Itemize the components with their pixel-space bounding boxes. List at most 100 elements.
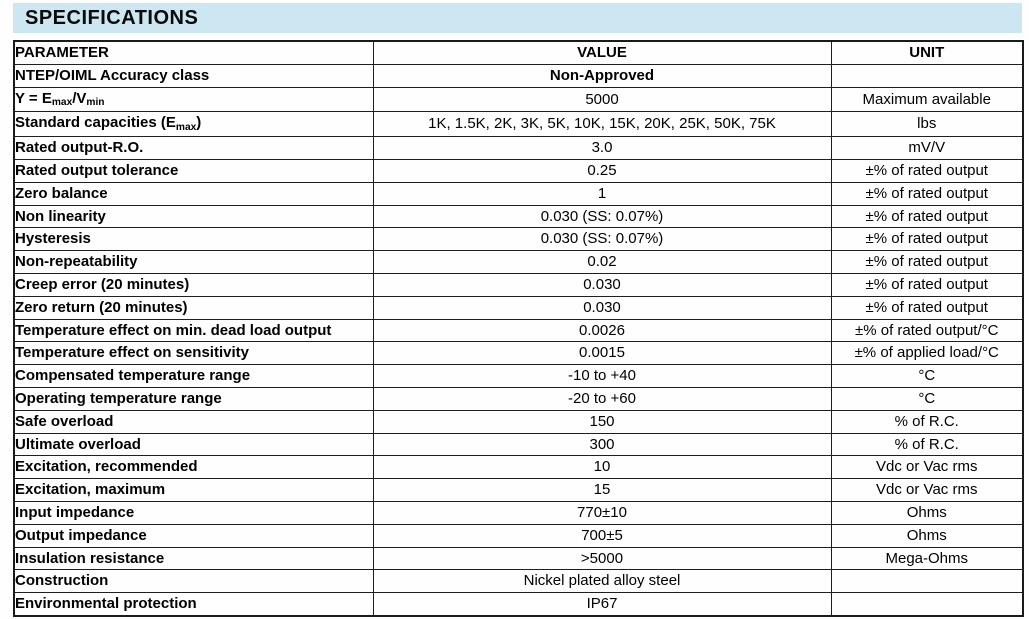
table-row: Safe overload 150% of R.C. <box>13 409 1024 434</box>
parameter-cell: Insulation resistance <box>13 546 374 571</box>
unit-cell: lbs <box>830 111 1024 138</box>
unit-cell: ±% of rated output <box>830 250 1024 274</box>
value-cell: 0.030 <box>372 295 832 320</box>
table-row: Environmental protection IP67 <box>13 592 1024 617</box>
unit-cell: Mega-Ohms <box>830 546 1024 571</box>
parameter-cell: Construction <box>13 569 374 594</box>
unit-cell: Vdc or Vac rms <box>830 455 1024 480</box>
unit-cell <box>830 63 1024 88</box>
parameter-cell: Y = Emax/Vmin <box>13 86 374 113</box>
parameter-cell: Hysteresis <box>13 227 374 252</box>
value-cell: -20 to +60 <box>372 386 832 411</box>
parameter-cell: Output impedance <box>13 523 374 548</box>
table-row: Non linearity 0.030 (SS: 0.07%) ±% of rate… <box>13 204 1024 229</box>
unit-cell: ±% of applied load/°C <box>830 341 1024 366</box>
unit-cell: Ohms <box>830 523 1024 548</box>
table-row: Construction Nickel plated alloy steel <box>13 569 1024 594</box>
table-row: Excitation, recommended 10 Vdc or Vac rms <box>13 455 1024 480</box>
parameter-cell: Excitation, maximum <box>13 478 374 502</box>
unit-cell: ±% of rated output <box>830 158 1024 183</box>
value-cell: 0.25 <box>372 158 832 183</box>
column-header-parameter: PARAMETER <box>13 40 374 65</box>
value-cell: 3.0 <box>372 136 832 160</box>
value-cell: 1K, 1.5K, 2K, 3K, 5K, 10K, 15K, 20K, 25K… <box>372 111 832 138</box>
table-header-row: PARAMETER VALUE UNIT <box>13 40 1024 65</box>
parameter-cell: Temperature effect on sensitivity <box>13 341 374 366</box>
table-row: Insulation resistance >5000 Mega-Ohms <box>13 546 1024 571</box>
unit-cell: ±% of rated output <box>830 204 1024 229</box>
specifications-title-bar: SPECIFICATIONS <box>13 3 1022 33</box>
parameter-cell: Non linearity <box>13 204 374 229</box>
parameter-cell: Safe overload <box>13 409 374 434</box>
table-row: Zero return (20 minutes) 0.030 ±% of rated… <box>13 295 1024 320</box>
value-cell: IP67 <box>372 592 832 617</box>
value-cell: 10 <box>372 455 832 480</box>
parameter-cell: Non-repeatability <box>13 250 374 274</box>
parameter-cell: NTEP/OIML Accuracy class <box>13 63 374 88</box>
value-cell: 700±5 <box>372 523 832 548</box>
parameter-cell: Compensated temperature range <box>13 364 374 388</box>
table-row: Ultimate overload 300% of R.C. <box>13 432 1024 457</box>
unit-cell: ±% of rated output/°C <box>830 318 1024 343</box>
unit-cell <box>830 592 1024 617</box>
unit-cell: ±% of rated output <box>830 181 1024 206</box>
unit-cell: °C <box>830 386 1024 411</box>
parameter-cell: Input impedance <box>13 500 374 525</box>
table-row: Temperature effect on min. dead load out… <box>13 318 1024 343</box>
unit-cell: mV/V <box>830 136 1024 160</box>
value-cell: 15 <box>372 478 832 502</box>
unit-cell: Maximum available <box>830 86 1024 113</box>
specifications-table: PARAMETER VALUE UNIT NTEP/OIML Accuracy … <box>13 40 1024 617</box>
value-cell: 0.030 (SS: 0.07%) <box>372 204 832 229</box>
value-cell: 770±10 <box>372 500 832 525</box>
value-cell: 0.0015 <box>372 341 832 366</box>
unit-cell: Vdc or Vac rms <box>830 478 1024 502</box>
column-header-unit: UNIT <box>830 40 1024 65</box>
parameter-cell: Operating temperature range <box>13 386 374 411</box>
table-row: Standard capacities (Emax) 1K, 1.5K, 2K, … <box>13 111 1024 138</box>
value-cell: 0.0026 <box>372 318 832 343</box>
table-row: Y = Emax/Vmin 5000 Maximum available <box>13 86 1024 113</box>
value-cell: 0.02 <box>372 250 832 274</box>
value-cell: 0.030 <box>372 272 832 297</box>
parameter-cell: Excitation, recommended <box>13 455 374 480</box>
parameter-cell: Zero return (20 minutes) <box>13 295 374 320</box>
value-cell: -10 to +40 <box>372 364 832 388</box>
value-cell: Non-Approved <box>372 63 832 88</box>
table-row: Rated output tolerance 0.25 ±% of rated ou… <box>13 158 1024 183</box>
parameter-cell: Rated output-R.O. <box>13 136 374 160</box>
table-row: Hysteresis 0.030 (SS: 0.07%) ±% of rated o… <box>13 227 1024 252</box>
value-cell: 150 <box>372 409 832 434</box>
spec-table-body: NTEP/OIML Accuracy class Non-Approved Y = … <box>13 63 1024 617</box>
column-header-value: VALUE <box>372 40 832 65</box>
unit-cell: Ohms <box>830 500 1024 525</box>
unit-cell: ±% of rated output <box>830 227 1024 252</box>
table-row: Non-repeatability 0.02 ±% of rated output <box>13 250 1024 274</box>
table-row: Excitation, maximum 15 Vdc or Vac rms <box>13 478 1024 502</box>
table-row: Creep error (20 minutes) 0.030 ±% of rated… <box>13 272 1024 297</box>
value-cell: 0.030 (SS: 0.07%) <box>372 227 832 252</box>
table-row: Compensated temperature range -10 to +40 °… <box>13 364 1024 388</box>
value-cell: >5000 <box>372 546 832 571</box>
unit-cell: ±% of rated output <box>830 295 1024 320</box>
value-cell: 1 <box>372 181 832 206</box>
table-row: Operating temperature range -20 to +60 °C <box>13 386 1024 411</box>
unit-cell: °C <box>830 364 1024 388</box>
unit-cell <box>830 569 1024 594</box>
table-row: Input impedance 770±10 Ohms <box>13 500 1024 525</box>
table-row: Temperature effect on sensitivity 0.0015 ±… <box>13 341 1024 366</box>
parameter-cell: Rated output tolerance <box>13 158 374 183</box>
value-cell: Nickel plated alloy steel <box>372 569 832 594</box>
unit-cell: % of R.C. <box>830 432 1024 457</box>
parameter-cell: Creep error (20 minutes) <box>13 272 374 297</box>
table-row: Output impedance 700±5 Ohms <box>13 523 1024 548</box>
table-row: NTEP/OIML Accuracy class Non-Approved <box>13 63 1024 88</box>
parameter-cell: Ultimate overload <box>13 432 374 457</box>
parameter-cell: Standard capacities (Emax) <box>13 111 374 138</box>
unit-cell: ±% of rated output <box>830 272 1024 297</box>
parameter-cell: Zero balance <box>13 181 374 206</box>
parameter-cell: Temperature effect on min. dead load out… <box>13 318 374 343</box>
table-row: Zero balance 1 ±% of rated output <box>13 181 1024 206</box>
parameter-cell: Environmental protection <box>13 592 374 617</box>
